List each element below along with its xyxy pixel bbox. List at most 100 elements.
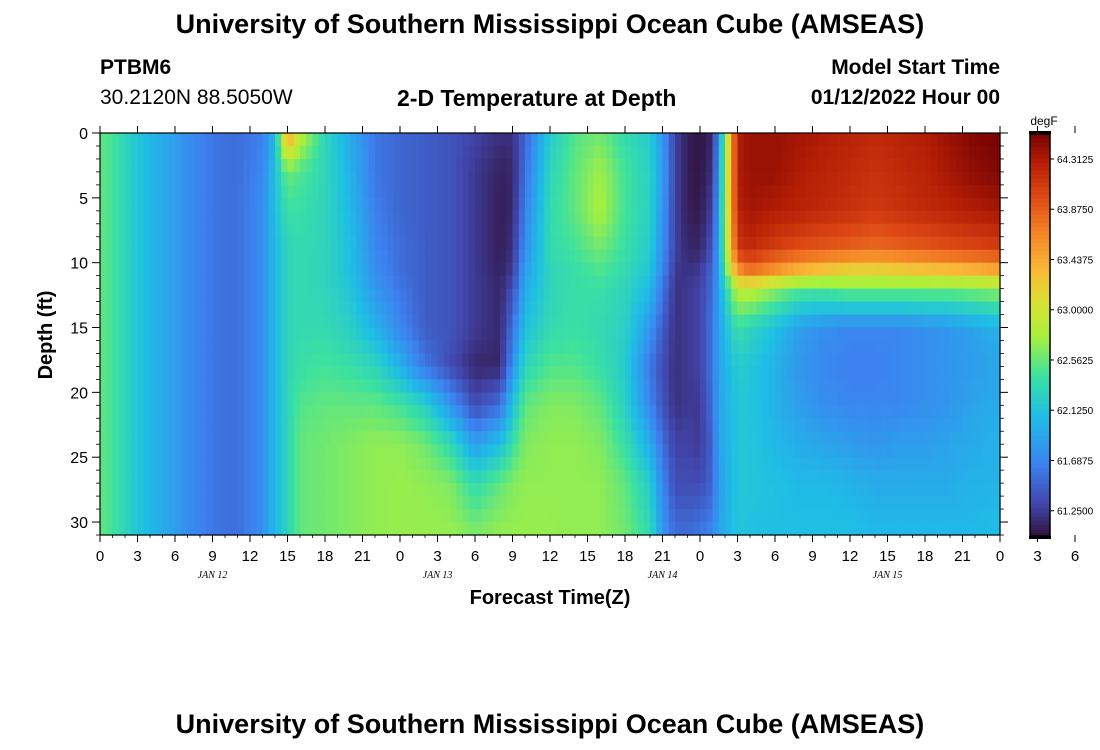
heatmap-cell	[418, 431, 426, 445]
heatmap-cell	[843, 405, 851, 419]
heatmap-cell	[181, 133, 189, 147]
heatmap-cell	[768, 145, 776, 160]
heatmap-cell	[550, 184, 557, 199]
heatmap-cell	[300, 262, 307, 277]
heatmap-cell	[387, 327, 395, 342]
heatmap-cell	[293, 431, 301, 445]
heatmap-cell	[925, 405, 932, 419]
heatmap-cell	[743, 392, 751, 406]
heatmap-cell	[575, 236, 582, 251]
heatmap-cell	[187, 353, 195, 368]
heatmap-cell	[168, 496, 176, 510]
heatmap-cell	[531, 262, 539, 277]
heatmap-cell	[812, 509, 820, 523]
heatmap-cell	[337, 457, 345, 471]
heatmap-cell	[618, 210, 626, 225]
heatmap-cell	[106, 483, 114, 497]
heatmap-cell	[693, 340, 701, 355]
heatmap-cell	[443, 171, 451, 186]
heatmap-cell	[831, 262, 839, 277]
heatmap-cell	[312, 275, 320, 290]
heatmap-cell	[181, 340, 189, 355]
heatmap-cell	[156, 262, 164, 277]
heatmap-cell	[712, 340, 720, 355]
heatmap-cell	[800, 236, 807, 251]
heatmap-cell	[537, 197, 545, 212]
heatmap-cell	[612, 405, 620, 419]
heatmap-cell	[131, 327, 139, 342]
heatmap-cell	[112, 197, 120, 212]
heatmap-cell	[937, 470, 945, 484]
heatmap-cell	[362, 171, 370, 186]
heatmap-cell	[681, 288, 689, 303]
heatmap-cell	[356, 184, 364, 199]
heatmap-cell	[706, 197, 714, 212]
heatmap-cell	[237, 366, 245, 380]
heatmap-cell	[312, 509, 320, 523]
heatmap-cell	[962, 444, 970, 458]
heatmap-cell	[137, 392, 145, 406]
heatmap-cell	[762, 431, 770, 445]
heatmap-cell	[656, 392, 664, 406]
heatmap-cell	[856, 522, 864, 536]
heatmap-cell	[843, 301, 851, 316]
heatmap-cell	[975, 288, 982, 303]
heatmap-cell	[712, 288, 720, 303]
colorbar-segment	[1030, 166, 1050, 171]
heatmap-cell	[575, 379, 582, 393]
heatmap-cell	[825, 184, 832, 199]
heatmap-cell	[775, 223, 782, 238]
heatmap-cell	[493, 145, 501, 160]
heatmap-cell	[450, 509, 457, 523]
heatmap-cell	[437, 301, 445, 316]
heatmap-cell	[950, 496, 957, 510]
heatmap-cell	[750, 184, 757, 199]
heatmap-cell	[750, 262, 757, 277]
heatmap-cell	[537, 314, 545, 329]
heatmap-cell	[168, 405, 176, 419]
heatmap-cell	[406, 366, 414, 380]
heatmap-cell	[693, 145, 701, 160]
heatmap-cell	[668, 133, 676, 147]
heatmap-cell	[362, 483, 370, 497]
heatmap-cell	[981, 353, 989, 368]
heatmap-cell	[675, 288, 682, 303]
heatmap-cell	[993, 301, 1001, 316]
heatmap-cell	[837, 184, 845, 199]
heatmap-cell	[981, 171, 989, 186]
heatmap-cell	[600, 509, 607, 523]
heatmap-cell	[956, 444, 964, 458]
heatmap-cell	[587, 197, 595, 212]
heatmap-cell	[862, 210, 870, 225]
heatmap-cell	[231, 288, 239, 303]
heatmap-cell	[137, 210, 145, 225]
heatmap-cell	[787, 431, 795, 445]
heatmap-cell	[837, 145, 845, 160]
heatmap-cell	[925, 171, 932, 186]
heatmap-cell	[462, 457, 470, 471]
heatmap-cell	[931, 366, 939, 380]
heatmap-cell	[337, 483, 345, 497]
heatmap-cell	[568, 249, 576, 264]
heatmap-cell	[287, 249, 295, 264]
colorbar-segment	[1030, 351, 1050, 356]
heatmap-cell	[256, 340, 264, 355]
heatmap-cell	[737, 197, 745, 212]
heatmap-cell	[937, 210, 945, 225]
heatmap-cell	[925, 301, 932, 316]
heatmap-cell	[950, 431, 957, 445]
heatmap-cell	[843, 431, 851, 445]
heatmap-cell	[481, 379, 489, 393]
heatmap-cell	[693, 353, 701, 368]
heatmap-cell	[375, 327, 382, 342]
heatmap-cell	[987, 327, 995, 342]
heatmap-cell	[818, 236, 826, 251]
heatmap-cell	[750, 275, 757, 290]
heatmap-cell	[131, 470, 139, 484]
heatmap-cell	[450, 301, 457, 316]
heatmap-cell	[350, 392, 357, 406]
heatmap-cell	[700, 353, 707, 368]
heatmap-cell	[112, 249, 120, 264]
heatmap-cell	[706, 457, 714, 471]
heatmap-cell	[231, 275, 239, 290]
